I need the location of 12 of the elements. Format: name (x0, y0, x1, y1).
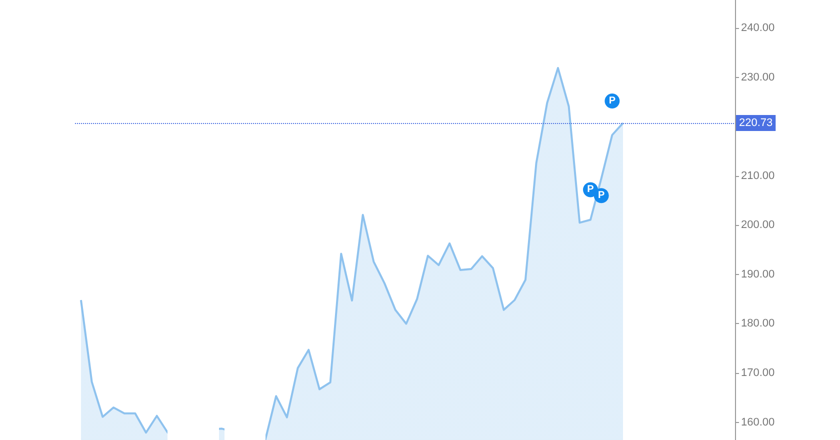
y-tick-label: 230.00 (741, 71, 775, 84)
annotation: P (587, 184, 594, 196)
y-tick-label: 240.00 (741, 22, 775, 34)
y-tick-label: 200.00 (741, 219, 775, 232)
y-tick-label: 160.00 (741, 416, 775, 428)
annotation: P (608, 96, 616, 107)
y-tick-label: 210.00 (741, 170, 775, 182)
y-tick-label: 170.00 (741, 366, 775, 379)
y-tick-label: 190.00 (741, 268, 775, 280)
ref-line-label: 220.73 (739, 117, 773, 130)
annotation: P (598, 190, 605, 202)
y-tick-label: 180.00 (741, 318, 775, 330)
